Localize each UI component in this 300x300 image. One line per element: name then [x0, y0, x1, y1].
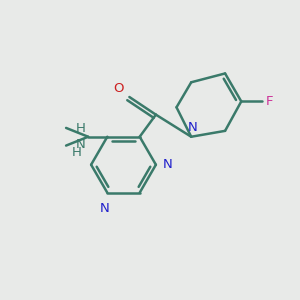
Text: N: N: [188, 121, 198, 134]
Text: F: F: [266, 95, 273, 108]
Text: N: N: [163, 158, 173, 171]
Text: H: H: [76, 122, 86, 135]
Text: H: H: [72, 146, 82, 159]
Text: O: O: [113, 82, 124, 94]
Text: N: N: [100, 202, 109, 214]
Text: N: N: [76, 138, 86, 151]
